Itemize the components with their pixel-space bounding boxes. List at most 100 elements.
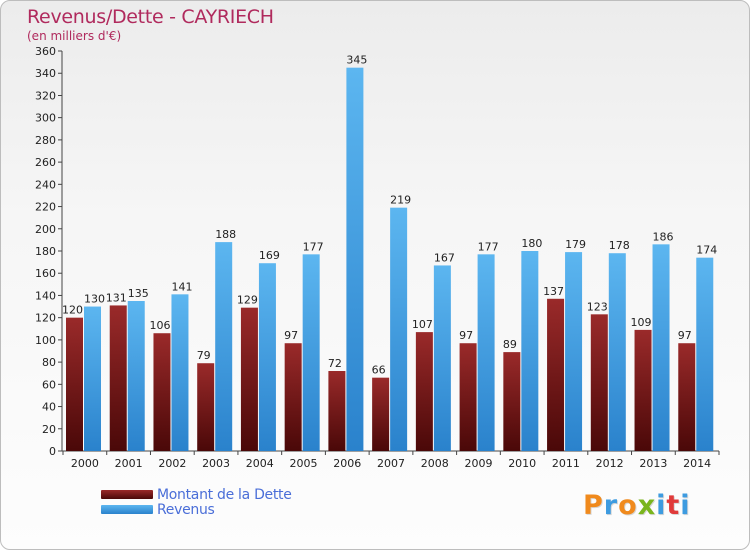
x-tick-label: 2010 xyxy=(508,457,536,470)
bar-revenus xyxy=(302,254,320,451)
data-label-dette: 109 xyxy=(631,316,652,329)
bar-dette xyxy=(240,307,258,451)
x-tick-label: 2001 xyxy=(115,457,143,470)
x-tick-label: 2003 xyxy=(202,457,230,470)
legend-item-dette: Montant de la Dette xyxy=(101,486,292,503)
legend-swatch-dette xyxy=(101,490,153,499)
bar-revenus xyxy=(608,253,626,451)
data-label-revenus: 130 xyxy=(84,293,105,306)
bar-revenus xyxy=(477,254,495,451)
legend-swatch-revenus xyxy=(101,505,153,514)
y-tick-label: 160 xyxy=(35,267,56,280)
bar-dette xyxy=(153,333,171,451)
x-tick-label: 2008 xyxy=(421,457,449,470)
bar-dette xyxy=(328,371,346,451)
data-label-dette: 97 xyxy=(284,329,298,342)
legend-label-revenus: Revenus xyxy=(157,501,215,518)
y-tick-label: 220 xyxy=(35,201,56,214)
chart-title: Revenus/Dette - CAYRIECH xyxy=(27,6,274,28)
bar-dette xyxy=(415,332,433,451)
x-tick-label: 2013 xyxy=(639,457,667,470)
bar-dette xyxy=(372,377,390,451)
bar-revenus xyxy=(258,263,276,451)
data-label-revenus: 177 xyxy=(303,240,324,253)
bar-revenus xyxy=(433,265,451,451)
y-tick-label: 280 xyxy=(35,134,56,147)
y-tick-label: 240 xyxy=(35,178,56,191)
data-label-dette: 72 xyxy=(328,357,342,370)
bar-revenus xyxy=(171,294,189,451)
logo-letter: o xyxy=(618,490,638,521)
legend: Montant de la Dette Revenus xyxy=(101,486,292,518)
x-tick-label: 2002 xyxy=(158,457,186,470)
y-tick-label: 180 xyxy=(35,245,56,258)
y-tick-label: 260 xyxy=(35,156,56,169)
logo-letter: x xyxy=(637,490,657,521)
y-tick-label: 20 xyxy=(42,423,56,436)
data-label-revenus: 141 xyxy=(171,280,192,293)
logo-letter: t xyxy=(666,490,681,521)
logo-letter: r xyxy=(603,490,619,521)
x-tick-label: 2009 xyxy=(464,457,492,470)
bar-revenus xyxy=(346,67,364,452)
logo-letter: P xyxy=(583,490,604,521)
data-label-dette: 97 xyxy=(459,329,473,342)
bar-revenus xyxy=(390,207,408,451)
data-label-dette: 120 xyxy=(62,304,83,317)
data-label-dette: 79 xyxy=(197,349,211,362)
bar-revenus xyxy=(521,251,539,451)
data-label-dette: 89 xyxy=(503,338,517,351)
bar-dette xyxy=(109,305,127,451)
bar-dette xyxy=(66,317,83,451)
data-label-revenus: 345 xyxy=(346,54,367,67)
y-tick-label: 100 xyxy=(35,334,56,347)
y-tick-label: 300 xyxy=(35,112,56,125)
logo-letter: i xyxy=(680,490,691,521)
data-label-dette: 106 xyxy=(149,319,170,332)
data-label-revenus: 179 xyxy=(565,238,586,251)
data-label-revenus: 135 xyxy=(128,287,149,300)
data-label-dette: 137 xyxy=(543,285,564,298)
bar-revenus xyxy=(127,301,145,451)
data-label-revenus: 169 xyxy=(259,249,280,262)
y-tick-label: 80 xyxy=(42,356,56,369)
bar-dette xyxy=(197,363,215,451)
y-tick-label: 360 xyxy=(35,45,56,58)
legend-label-dette: Montant de la Dette xyxy=(157,486,292,503)
x-tick-label: 2004 xyxy=(246,457,274,470)
data-label-revenus: 188 xyxy=(215,228,236,241)
logo-letter: i xyxy=(656,490,667,521)
data-label-dette: 129 xyxy=(237,294,258,307)
chart-subtitle: (en milliers d'€) xyxy=(27,29,122,43)
data-label-revenus: 167 xyxy=(434,251,455,264)
x-tick-label: 2011 xyxy=(552,457,580,470)
data-label-revenus: 178 xyxy=(609,239,630,252)
bar-revenus xyxy=(215,242,233,451)
y-tick-label: 40 xyxy=(42,401,56,414)
data-label-revenus: 219 xyxy=(390,194,411,207)
data-label-dette: 123 xyxy=(587,300,608,313)
data-label-dette: 97 xyxy=(678,329,692,342)
y-tick-label: 0 xyxy=(49,445,56,458)
data-label-dette: 131 xyxy=(106,291,127,304)
data-label-dette: 107 xyxy=(412,318,433,331)
bar-revenus xyxy=(652,244,670,451)
x-tick-label: 2000 xyxy=(71,457,99,470)
bar-dette xyxy=(590,314,608,451)
x-tick-label: 2012 xyxy=(596,457,624,470)
y-tick-label: 200 xyxy=(35,223,56,236)
x-tick-label: 2006 xyxy=(333,457,361,470)
bar-revenus xyxy=(565,252,583,451)
y-tick-label: 140 xyxy=(35,289,56,302)
bar-dette xyxy=(678,343,696,451)
bar-dette xyxy=(547,298,565,451)
y-tick-label: 340 xyxy=(35,67,56,80)
data-label-revenus: 174 xyxy=(696,244,717,257)
bar-dette xyxy=(284,343,302,451)
bar-dette xyxy=(503,352,521,451)
y-tick-label: 320 xyxy=(35,89,56,102)
y-tick-label: 120 xyxy=(35,312,56,325)
bar-dette xyxy=(634,329,652,451)
